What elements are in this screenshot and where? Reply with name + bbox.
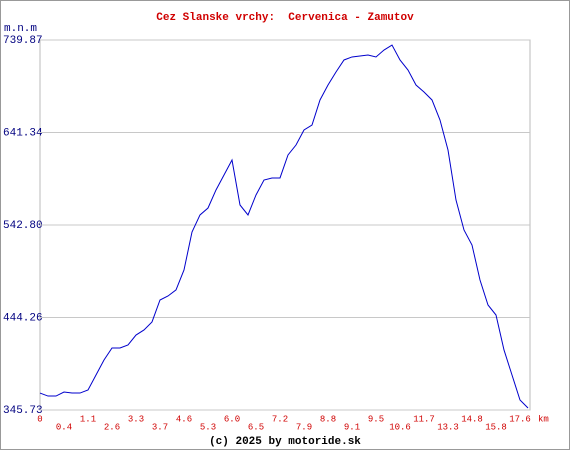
y-tick-label: 739.87 [3,35,43,47]
footer: (c) 2025 by motoride.sk [209,436,361,448]
x-tick-label: 0 [37,414,42,424]
x-tick-label: 6.5 [248,422,264,432]
x-tick-label: 11.7 [413,414,435,424]
x-axis-label: km [538,414,549,424]
y-tick-label: 444.26 [3,312,43,324]
x-tick-label: 7.9 [296,422,312,432]
x-tick-label: 15.8 [485,422,507,432]
x-tick-label: 9.1 [344,422,360,432]
x-tick-label: 2.6 [104,422,120,432]
y-tick-label: 641.34 [3,127,43,139]
x-tick-label: 10.6 [389,422,411,432]
x-tick-label: 6.0 [224,414,240,424]
x-tick-label: 4.6 [176,414,192,424]
x-tick-label: 9.5 [368,414,384,424]
x-tick-label: 7.2 [272,414,288,424]
x-tick-label: 0.4 [56,422,72,432]
x-tick-label: 3.3 [128,414,144,424]
x-tick-label: 17.6 [509,414,531,424]
x-tick-label: 5.3 [200,422,216,432]
x-tick-label: 1.1 [80,414,96,424]
x-tick-label: 8.8 [320,414,336,424]
elevation-line [39,44,529,409]
chart-title: Cez Slanske vrchy: Cervenica - Zamutov [156,12,414,24]
y-tick-label: 542.80 [3,220,43,232]
y-axis-label: m.n.m [4,23,37,35]
x-tick-label: 3.7 [152,422,168,432]
x-tick-label: 13.3 [437,422,459,432]
y-tick-label: 345.73 [3,405,43,417]
x-tick-label: 14.8 [461,414,483,424]
